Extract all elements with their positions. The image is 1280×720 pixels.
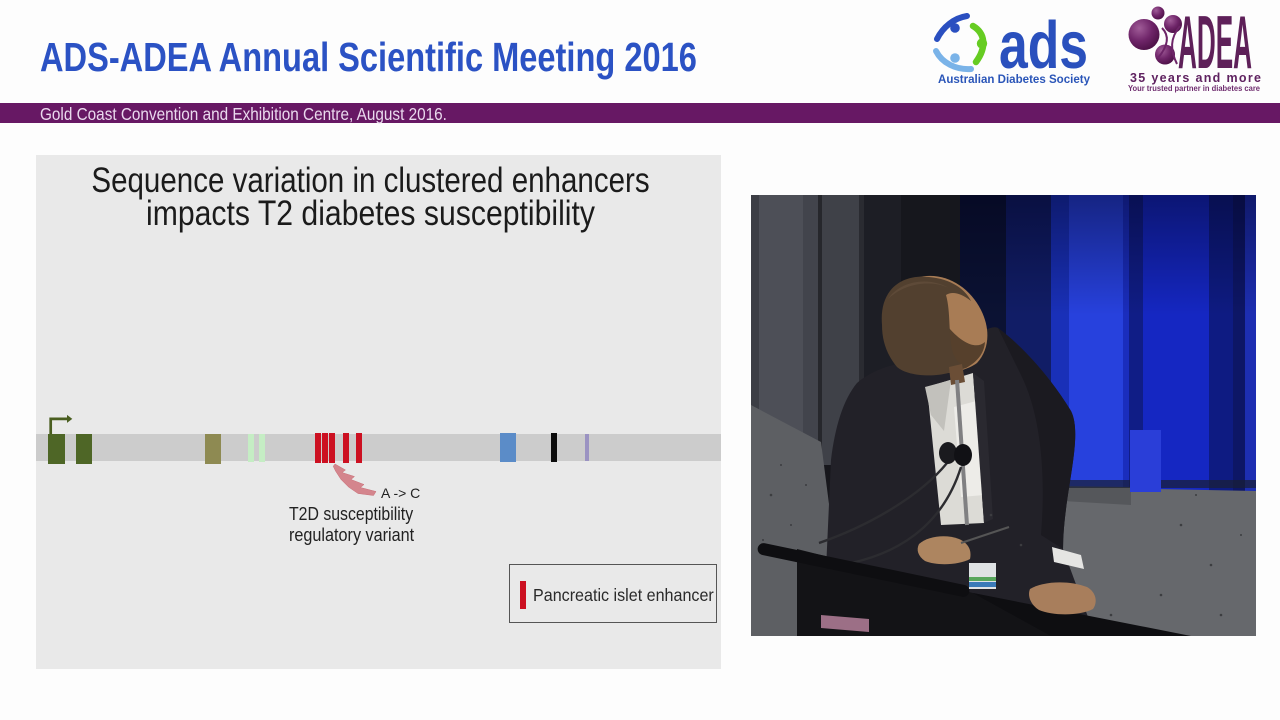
- svg-text:35 years and more: 35 years and more: [1130, 71, 1261, 85]
- svg-text:ADEA: ADEA: [1178, 2, 1252, 84]
- svg-text:Your trusted partner in diabet: Your trusted partner in diabetes care: [1128, 84, 1261, 93]
- svg-text:ads: ads: [999, 8, 1088, 83]
- svg-text:Australian Diabetes Society: Australian Diabetes Society: [938, 72, 1090, 86]
